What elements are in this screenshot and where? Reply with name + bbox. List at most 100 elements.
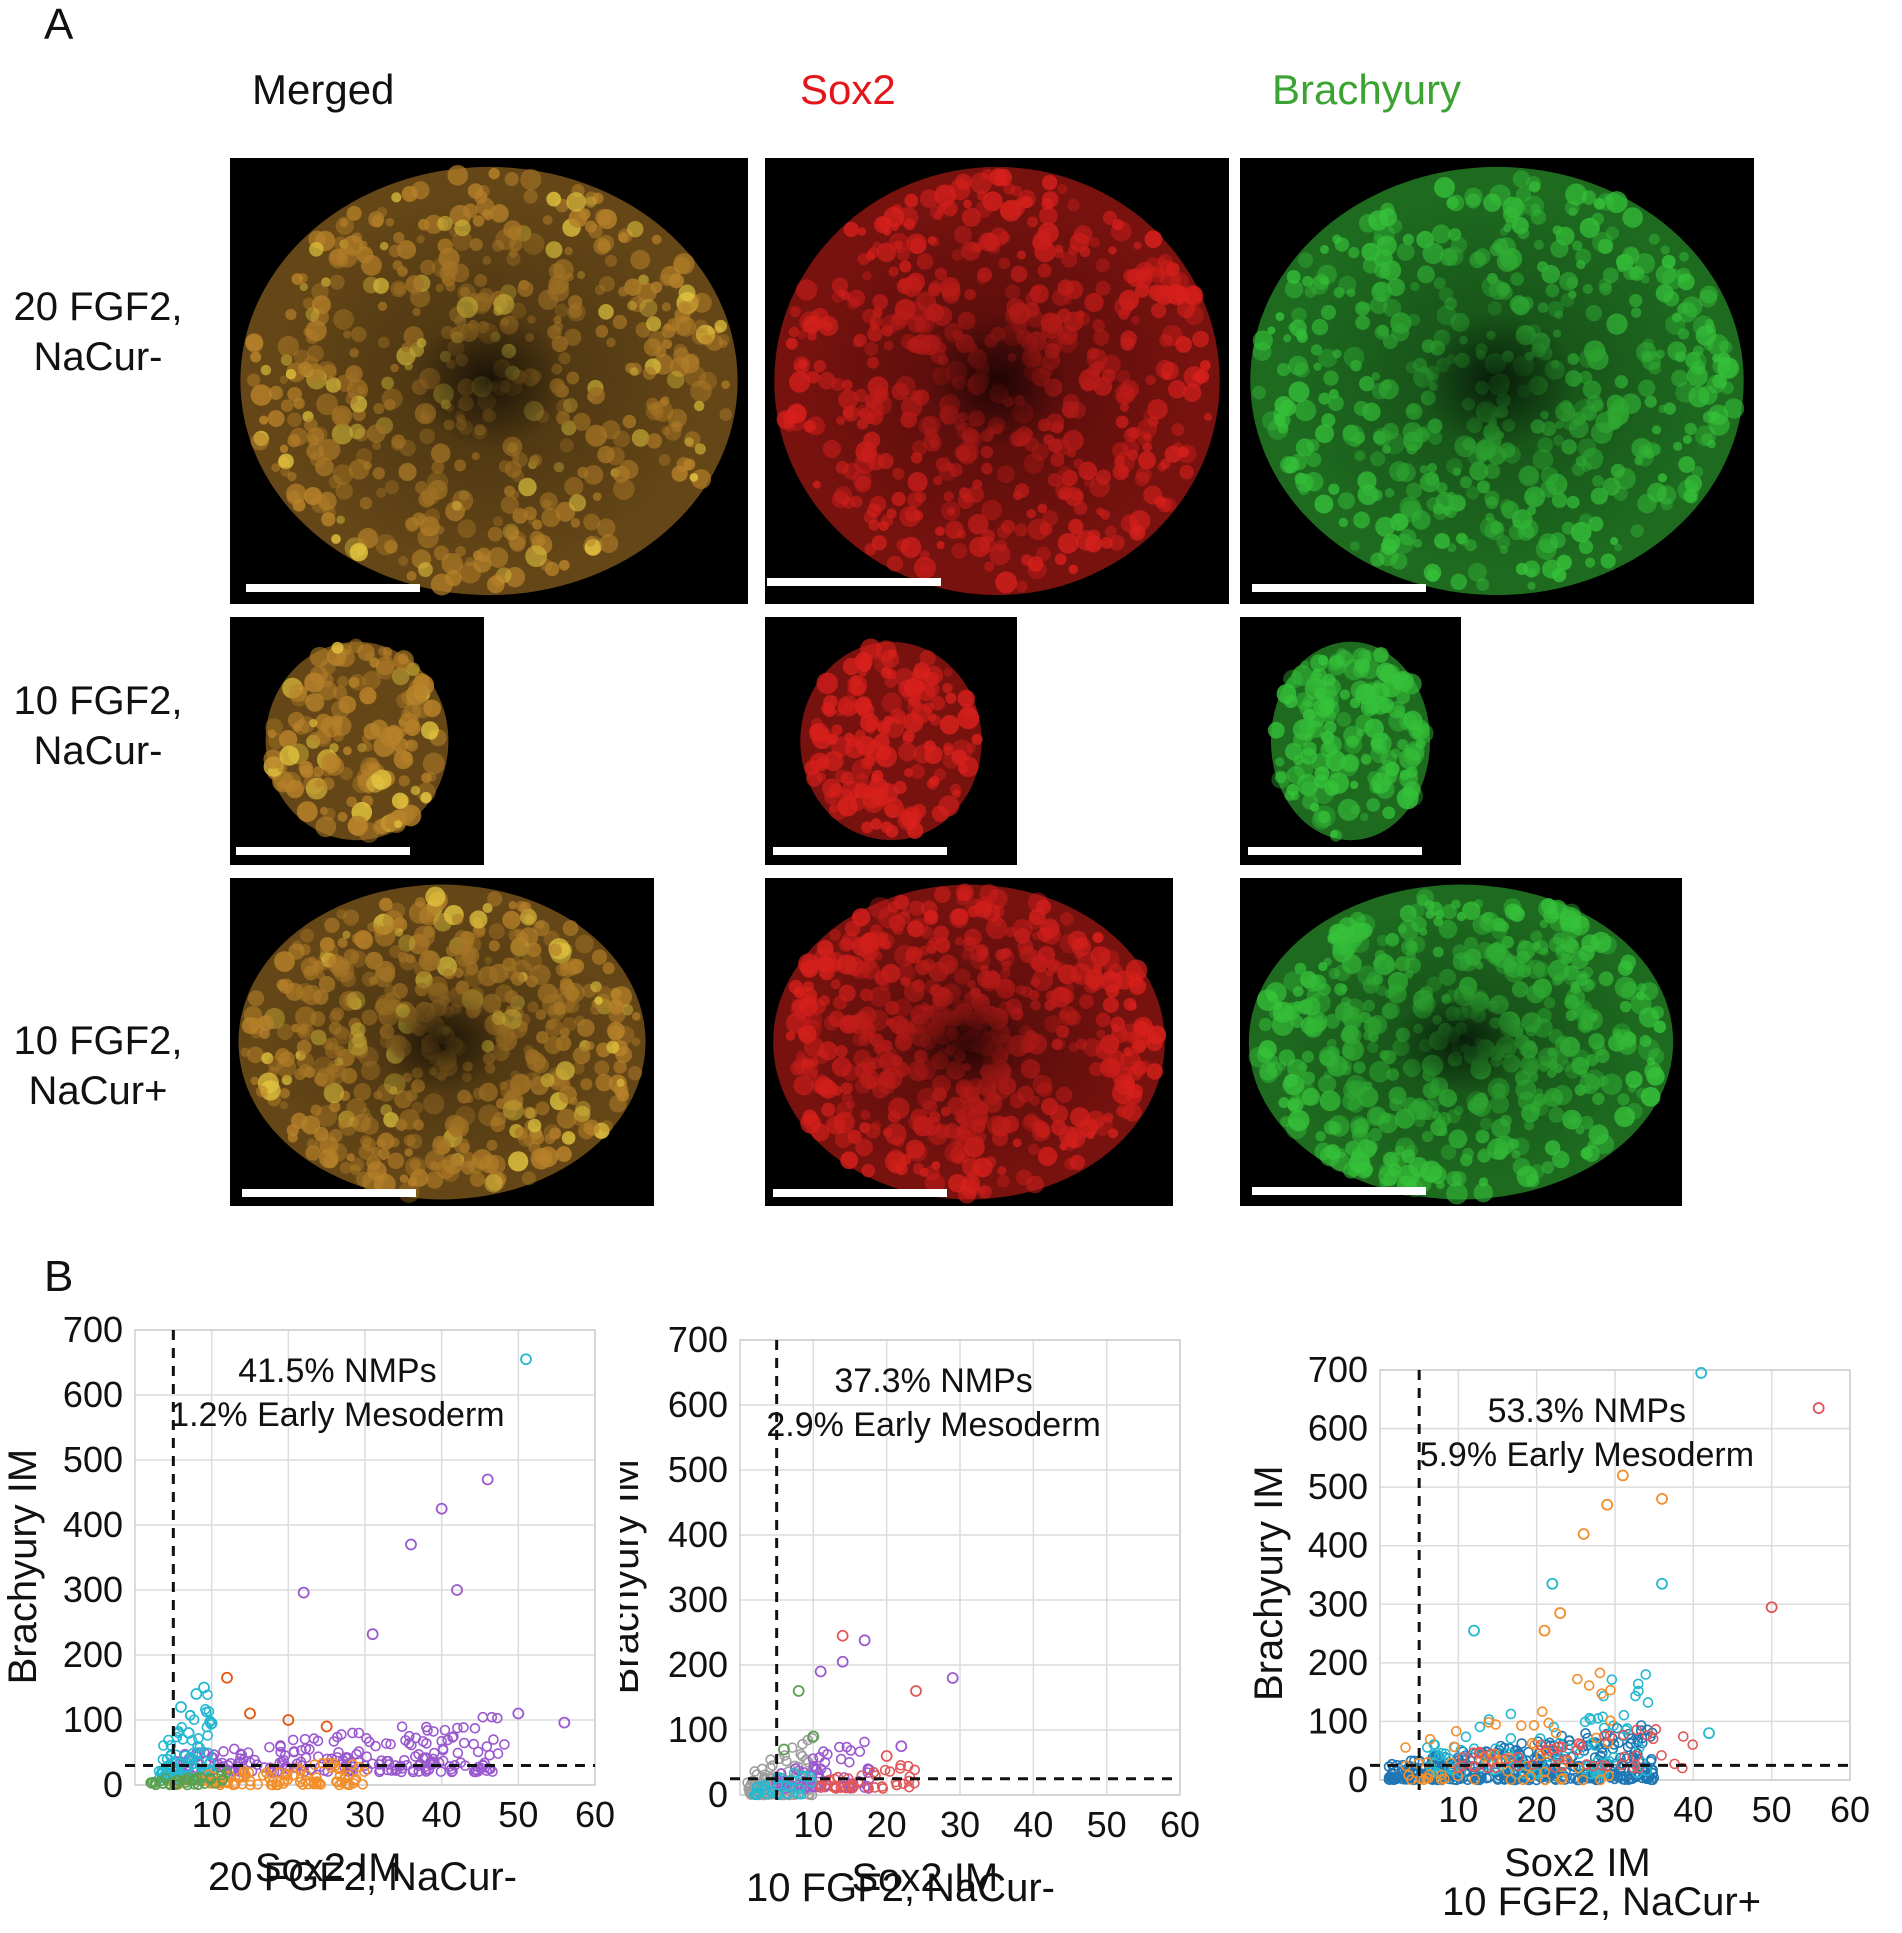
- data-point: [458, 1737, 470, 1749]
- x-axis-label: Sox2 IM: [255, 1846, 402, 1890]
- row-label-3-line2: NaCur+: [28, 1069, 168, 1113]
- data-point: [1677, 1762, 1688, 1774]
- data-point: [1598, 1690, 1609, 1702]
- x-tick-label: 40: [1673, 1789, 1713, 1830]
- data-point: [1455, 1773, 1466, 1785]
- data-point: [1632, 1678, 1644, 1690]
- data-point: [1585, 1714, 1597, 1726]
- data-point: [1631, 1750, 1642, 1762]
- data-point: [499, 1739, 510, 1750]
- data-point: [895, 1759, 906, 1771]
- data-point: [486, 1711, 498, 1723]
- data-point: [1648, 1772, 1660, 1783]
- data-point: [1703, 1727, 1715, 1740]
- data-point: [1589, 1740, 1601, 1752]
- y-axis-label: Brachyury IM: [620, 1459, 647, 1695]
- data-point: [1534, 1733, 1546, 1744]
- row-label-1: 20 FGF2, NaCur-: [0, 282, 198, 382]
- data-point: [218, 1746, 229, 1757]
- data-point: [1595, 1750, 1606, 1761]
- gridlines: [1380, 1369, 1851, 1781]
- data-point: [1618, 1709, 1630, 1721]
- data-point: [862, 1782, 874, 1794]
- data-point: [1485, 1748, 1496, 1760]
- data-point: [1549, 1773, 1561, 1784]
- column-header-sox2: Sox2: [800, 66, 896, 113]
- cell-nuclei: [1267, 647, 1434, 842]
- scale-bar: [236, 847, 410, 855]
- data-point: [1474, 1721, 1486, 1733]
- data-point: [781, 1788, 793, 1800]
- data-point: [1577, 1528, 1590, 1540]
- micrograph-sox2-row1: [765, 158, 1229, 604]
- data-point: [297, 1779, 309, 1790]
- data-point: [844, 1781, 855, 1792]
- data-point: [288, 1746, 300, 1757]
- data-point: [815, 1782, 827, 1793]
- data-point: [1468, 1624, 1480, 1637]
- data-point: [275, 1740, 286, 1751]
- data-point: [149, 1777, 161, 1789]
- y-axis-label: Brachyury IM: [1, 1449, 45, 1685]
- data-point: [836, 1629, 849, 1642]
- data-point: [1539, 1774, 1551, 1786]
- micrograph-merged-row2: [230, 617, 484, 865]
- y-tick-label: 500: [63, 1439, 123, 1480]
- data-point: [1557, 1741, 1568, 1753]
- x-tick-label: 10: [793, 1804, 833, 1845]
- data-point: [264, 1741, 275, 1753]
- data-point: [472, 1766, 484, 1777]
- data-point: [749, 1766, 761, 1777]
- data-point: [1503, 1747, 1515, 1759]
- data-point: [1429, 1750, 1441, 1762]
- data-point: [435, 1502, 448, 1515]
- x-tick-label: 60: [1830, 1789, 1870, 1830]
- micrograph-merged-row3: [230, 878, 654, 1206]
- data-point: [1622, 1741, 1634, 1753]
- data-point: [1765, 1601, 1778, 1614]
- data-point: [1546, 1577, 1559, 1590]
- data-point: [1642, 1697, 1654, 1708]
- data-point: [1572, 1673, 1583, 1685]
- data-point: [884, 1766, 896, 1777]
- data-point: [481, 1741, 493, 1752]
- data-point: [410, 1751, 421, 1762]
- x-tick-label: 50: [1087, 1804, 1127, 1845]
- data-point: [1640, 1669, 1652, 1680]
- data-point: [903, 1775, 915, 1787]
- data-point: [311, 1778, 322, 1790]
- data-point: [472, 1761, 484, 1773]
- data-point: [205, 1717, 218, 1730]
- data-point: [1505, 1774, 1517, 1786]
- micrograph-brachyury-row1: [1240, 158, 1754, 604]
- data-point: [238, 1771, 250, 1783]
- data-point: [353, 1756, 365, 1768]
- data-point: [1513, 1751, 1524, 1763]
- data-point: [1604, 1715, 1616, 1727]
- data-point: [1596, 1688, 1607, 1699]
- scale-bar: [246, 584, 420, 592]
- data-point: [427, 1753, 439, 1765]
- data-point: [380, 1738, 392, 1749]
- data-point: [786, 1742, 798, 1753]
- y-axis-label: Brachyury IM: [1247, 1465, 1291, 1701]
- data-point: [1610, 1768, 1621, 1780]
- data-point: [869, 1782, 881, 1793]
- data-point: [800, 1770, 812, 1782]
- data-point: [781, 1755, 792, 1767]
- data-point: [232, 1758, 244, 1769]
- y-tick-label: 600: [668, 1384, 728, 1425]
- data-point: [1460, 1731, 1472, 1743]
- data-point: [756, 1781, 768, 1793]
- data-point: [396, 1763, 408, 1774]
- data-point: [1440, 1748, 1451, 1760]
- row-label-2-line1: 10 FGF2,: [13, 679, 183, 723]
- x-tick-label: 30: [1595, 1789, 1635, 1830]
- data-point: [198, 1681, 210, 1694]
- plot-caption-1: 20 FGF2, NaCur-: [208, 1855, 517, 1899]
- data-point: [297, 1586, 310, 1599]
- x-tick-label: 50: [498, 1794, 538, 1835]
- data-point: [472, 1746, 484, 1758]
- data-point: [1556, 1774, 1567, 1785]
- scale-bar: [773, 1189, 947, 1197]
